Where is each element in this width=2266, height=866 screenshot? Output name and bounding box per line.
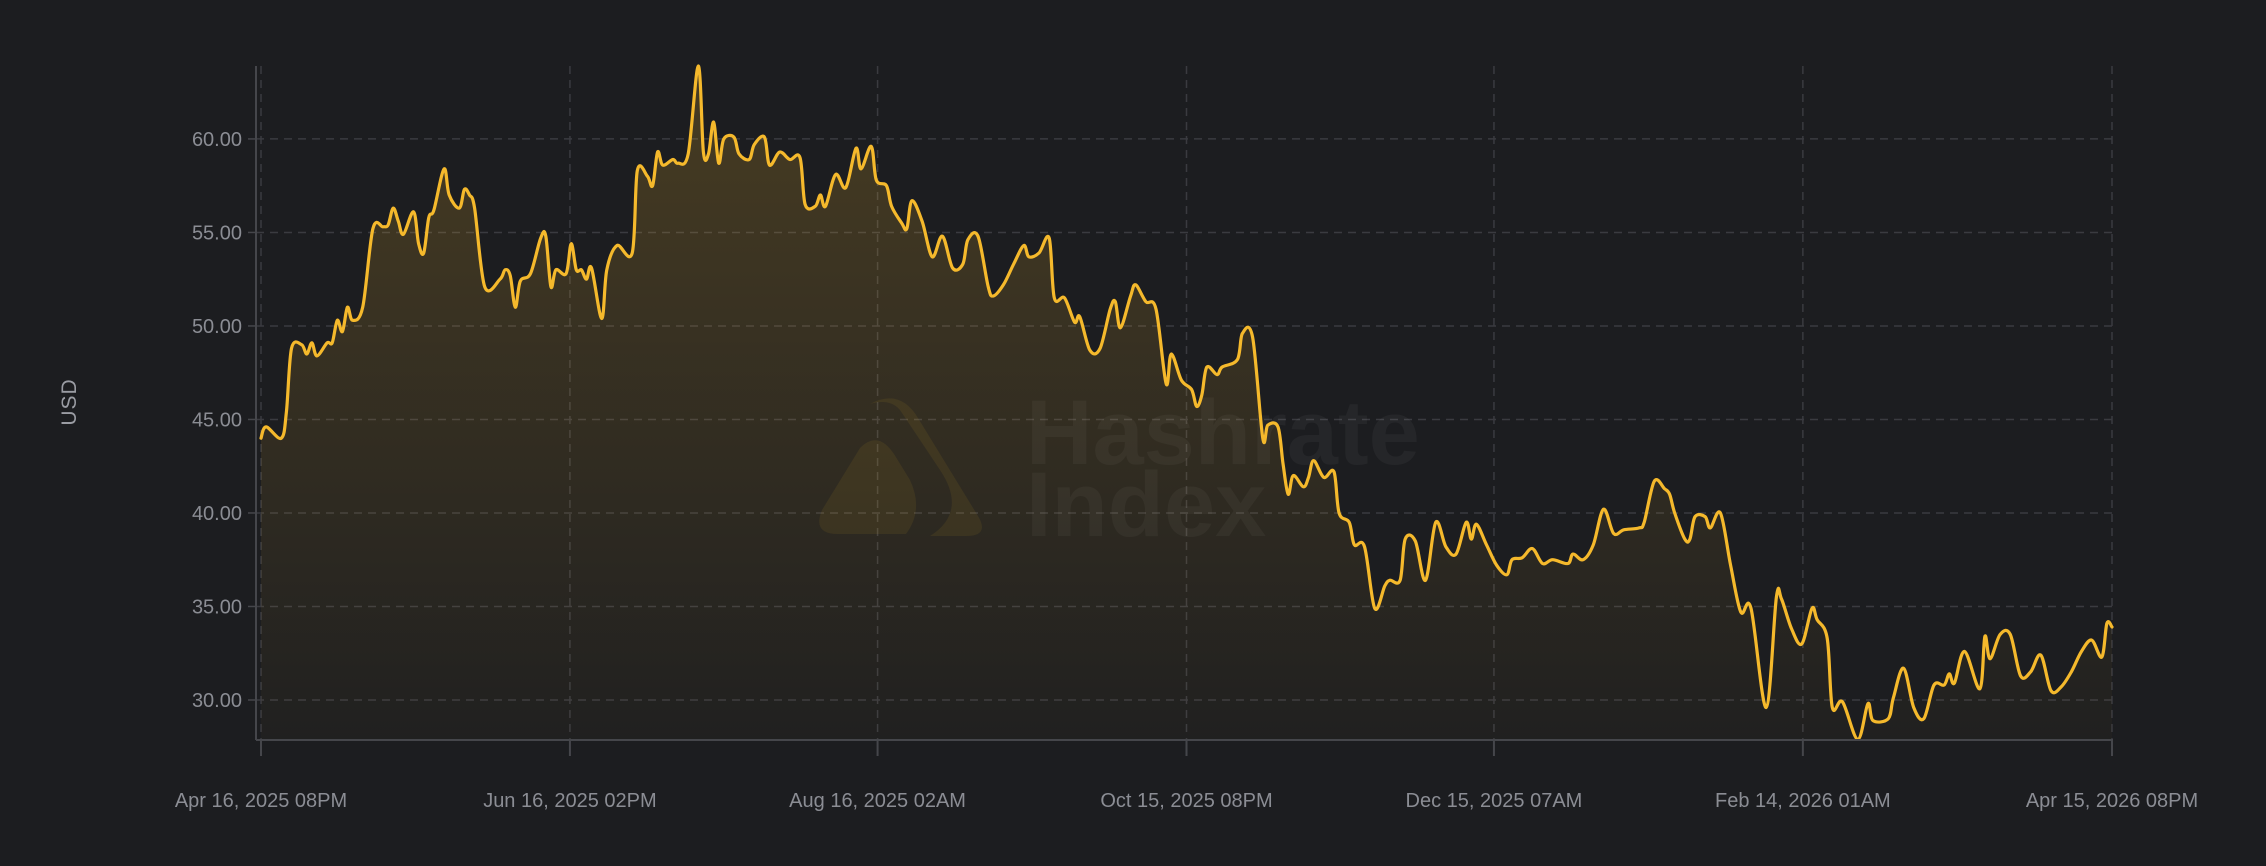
x-tick-label: Oct 15, 2025 08PM xyxy=(1100,790,1272,812)
x-tick-label: Apr 16, 2025 08PM xyxy=(175,790,347,812)
y-axis-ticks: 30.00 35.00 40.00 45.00 50.00 55.00 60.00 xyxy=(192,129,256,712)
x-tick-label: Aug 16, 2025 02AM xyxy=(789,790,966,812)
x-tick-label: Dec 15, 2025 07AM xyxy=(1406,790,1583,812)
x-tick-label: Feb 14, 2026 01AM xyxy=(1715,790,1891,812)
area-fill xyxy=(261,65,2112,740)
y-tick-label: 55.00 xyxy=(192,222,242,244)
y-tick-label: 60.00 xyxy=(192,129,242,151)
y-tick-label: 50.00 xyxy=(192,316,242,338)
x-tick-label: Jun 16, 2025 02PM xyxy=(483,790,656,812)
price-line xyxy=(259,64,2114,741)
y-tick-label: 35.00 xyxy=(192,596,242,618)
x-tick-label: Apr 15, 2026 08PM xyxy=(2026,790,2198,812)
y-axis-label: USD xyxy=(58,378,81,425)
y-tick-label: 40.00 xyxy=(192,503,242,525)
x-axis-ticks: Apr 16, 2025 08PM Jun 16, 2025 02PM Aug 16… xyxy=(175,740,2198,812)
y-tick-label: 45.00 xyxy=(192,409,242,431)
y-tick-label: 30.00 xyxy=(192,690,242,712)
